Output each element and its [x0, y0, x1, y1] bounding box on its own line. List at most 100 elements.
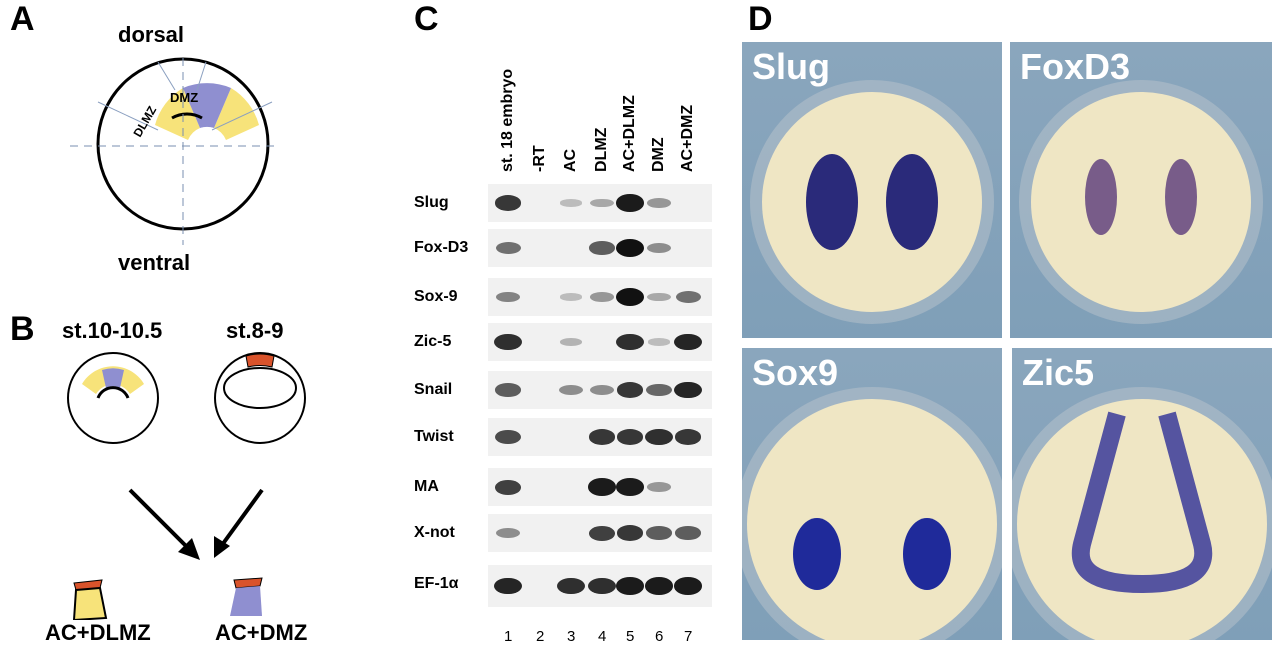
gene-label: MA — [414, 478, 439, 495]
gel-band — [559, 199, 583, 207]
panel-d-label: D — [748, 0, 773, 38]
gel-band — [588, 525, 616, 541]
gel-row — [488, 371, 712, 409]
ventral-label: ventral — [118, 250, 191, 275]
gene-title: Sox9 — [752, 352, 839, 393]
gel-band — [674, 381, 702, 399]
embryo-diagram-a: DMZ DLMZ — [70, 57, 280, 245]
gel-band — [674, 577, 702, 595]
lane-header: -RT — [531, 145, 548, 172]
lane-number: 6 — [655, 628, 664, 645]
gel-band — [616, 239, 644, 257]
gel-band — [675, 291, 701, 303]
gel-band — [616, 429, 644, 445]
gel-band — [588, 429, 616, 445]
gel-band — [494, 577, 522, 595]
gel-band — [645, 577, 673, 595]
embryo-photo-sox9: Sox9 — [742, 348, 1002, 640]
gel-band — [646, 526, 672, 540]
gel-band — [559, 293, 583, 301]
gel-band — [588, 478, 616, 496]
gel-row — [488, 184, 712, 222]
gel-band — [558, 384, 584, 396]
gene-label: EF-1α — [414, 575, 459, 592]
gel-row — [488, 418, 712, 456]
dlmz-label: DLMZ — [130, 104, 159, 140]
lane-header: st. 18 embryo — [499, 68, 516, 172]
gene-label: Twist — [414, 428, 454, 445]
gel-band — [674, 429, 702, 445]
embryo-photo-foxd3: FoxD3 — [1010, 42, 1272, 338]
gel-band — [674, 333, 702, 351]
lane-number: 5 — [626, 628, 635, 645]
gel-band — [616, 288, 644, 306]
gel-band — [589, 384, 615, 396]
gel-row — [488, 278, 712, 316]
gel-band — [616, 333, 644, 351]
gel-band — [495, 383, 521, 397]
gel-band — [590, 292, 614, 302]
gene-title: Slug — [752, 46, 830, 87]
lane-header: DLMZ — [593, 127, 610, 172]
gel-band — [494, 195, 522, 211]
gel-band — [495, 242, 521, 254]
dmz-label: DMZ — [170, 90, 198, 105]
gene-label: Slug — [414, 194, 449, 211]
stage-label-1: st.10-10.5 — [62, 318, 163, 343]
gene-label: Fox-D3 — [414, 239, 469, 256]
explant-diagram-b — [67, 352, 306, 620]
panel-b-label: B — [10, 310, 35, 348]
lane-header: AC — [562, 148, 579, 172]
gel-band — [590, 198, 614, 208]
panel-c-label: C — [414, 0, 439, 38]
gel-row — [488, 514, 712, 552]
gel-band — [616, 525, 644, 541]
gel-band — [616, 382, 644, 398]
gel-band — [495, 527, 521, 539]
combo-label-1: AC+DLMZ — [45, 620, 151, 645]
gel-band — [588, 577, 616, 595]
gel-row — [488, 565, 712, 607]
gel-band — [494, 333, 522, 351]
gel-band — [616, 194, 644, 212]
lane-number: 7 — [684, 628, 693, 645]
gel-band — [494, 479, 522, 495]
gel-band — [557, 577, 585, 595]
gel-band — [645, 428, 673, 446]
dorsal-label: dorsal — [118, 22, 185, 47]
combo-label-2: AC+DMZ — [215, 620, 308, 645]
gel-band — [647, 292, 671, 302]
gel-band — [559, 338, 583, 346]
gene-title: FoxD3 — [1020, 46, 1131, 87]
embryo-photo-zic5: Zic5 — [1012, 348, 1272, 640]
gel-band — [646, 383, 672, 397]
gel-band — [495, 291, 521, 303]
gene-label: Sox-9 — [414, 288, 458, 305]
gel-band — [616, 478, 644, 496]
gene-title: Zic5 — [1022, 352, 1095, 393]
lane-header: AC+DMZ — [679, 104, 696, 172]
gene-label: Zic-5 — [414, 333, 452, 350]
lane-number: 2 — [536, 628, 545, 645]
embryo-photo-slug: Slug — [742, 42, 1002, 338]
lane-number: 4 — [598, 628, 607, 645]
gel-row — [488, 323, 712, 361]
panel-a-label: A — [10, 0, 35, 38]
gel-band — [647, 482, 671, 492]
gel-band — [494, 429, 522, 445]
gene-label: Snail — [414, 381, 453, 398]
gel-band — [647, 338, 671, 346]
lane-number: 3 — [567, 628, 576, 645]
gel-band — [616, 577, 644, 595]
lane-header: DMZ — [650, 137, 667, 172]
lane-number: 1 — [504, 628, 513, 645]
gel-row — [488, 229, 712, 267]
stage-label-2: st.8-9 — [226, 318, 284, 343]
lane-header: AC+DLMZ — [621, 95, 638, 172]
gel-band — [675, 526, 701, 540]
gene-label: X-not — [414, 524, 455, 541]
gel-band — [647, 198, 671, 208]
gel-band — [589, 241, 615, 255]
gel-band — [646, 242, 672, 254]
gel-row — [488, 468, 712, 506]
